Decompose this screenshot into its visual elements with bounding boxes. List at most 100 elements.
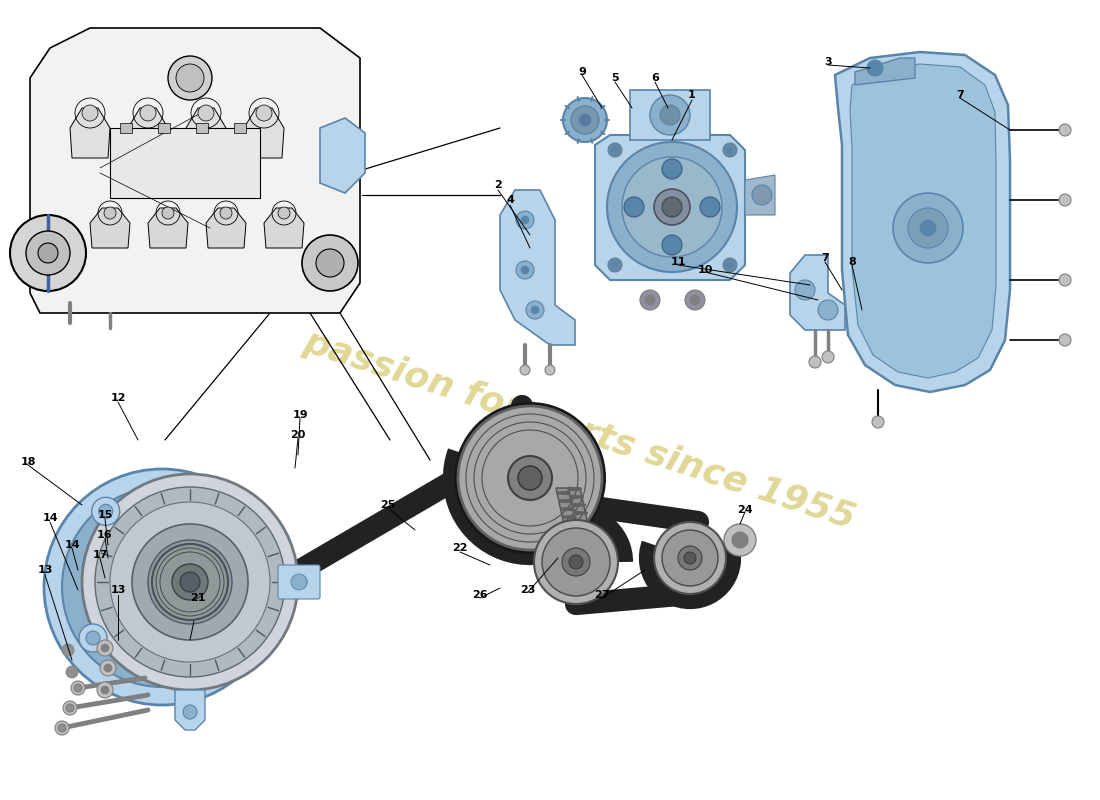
- Polygon shape: [244, 108, 284, 158]
- Text: passion for parts since 1955: passion for parts since 1955: [300, 325, 860, 535]
- Circle shape: [95, 487, 285, 677]
- Circle shape: [723, 258, 737, 272]
- Circle shape: [44, 469, 280, 705]
- Polygon shape: [630, 90, 710, 140]
- Circle shape: [256, 105, 272, 121]
- Circle shape: [110, 502, 270, 662]
- Text: 5: 5: [612, 73, 619, 83]
- Circle shape: [1059, 194, 1071, 206]
- Circle shape: [612, 147, 618, 153]
- Circle shape: [690, 295, 700, 305]
- Circle shape: [650, 95, 690, 135]
- Circle shape: [516, 261, 534, 279]
- Text: 7: 7: [956, 90, 964, 100]
- Circle shape: [795, 280, 815, 300]
- Circle shape: [74, 684, 82, 692]
- Text: 18: 18: [20, 457, 35, 467]
- Circle shape: [91, 498, 120, 526]
- Circle shape: [678, 546, 702, 570]
- Polygon shape: [790, 255, 845, 330]
- Circle shape: [1059, 334, 1071, 346]
- Circle shape: [662, 159, 682, 179]
- Circle shape: [1059, 124, 1071, 136]
- Polygon shape: [595, 135, 745, 280]
- Text: 14: 14: [42, 513, 58, 523]
- Text: 14: 14: [64, 540, 80, 550]
- Circle shape: [808, 356, 821, 368]
- Polygon shape: [264, 208, 304, 248]
- Text: 7: 7: [821, 253, 829, 263]
- Circle shape: [563, 98, 607, 142]
- Circle shape: [100, 660, 116, 676]
- Circle shape: [662, 235, 682, 255]
- Circle shape: [62, 487, 262, 687]
- Circle shape: [104, 664, 112, 672]
- Text: 25: 25: [381, 500, 396, 510]
- Text: 15: 15: [97, 510, 112, 520]
- Circle shape: [180, 572, 200, 592]
- Circle shape: [316, 249, 344, 277]
- Polygon shape: [500, 190, 575, 345]
- Circle shape: [132, 524, 248, 640]
- Circle shape: [920, 220, 936, 236]
- Circle shape: [86, 631, 100, 645]
- Circle shape: [662, 530, 718, 586]
- Text: 21: 21: [190, 593, 206, 603]
- Circle shape: [508, 456, 552, 500]
- Circle shape: [152, 544, 228, 620]
- Polygon shape: [206, 208, 246, 248]
- Polygon shape: [186, 108, 225, 158]
- FancyBboxPatch shape: [110, 128, 260, 198]
- Circle shape: [569, 555, 583, 569]
- Circle shape: [10, 215, 86, 291]
- Circle shape: [608, 258, 622, 272]
- Circle shape: [82, 105, 98, 121]
- Polygon shape: [70, 108, 110, 158]
- Circle shape: [220, 207, 232, 219]
- FancyBboxPatch shape: [234, 123, 246, 133]
- Text: 22: 22: [452, 543, 468, 553]
- Circle shape: [908, 208, 948, 248]
- Polygon shape: [30, 28, 360, 313]
- Circle shape: [685, 290, 705, 310]
- Circle shape: [752, 185, 772, 205]
- Text: 8: 8: [848, 257, 856, 267]
- Circle shape: [654, 522, 726, 594]
- Text: 26: 26: [472, 590, 487, 600]
- Circle shape: [198, 105, 214, 121]
- Polygon shape: [90, 208, 130, 248]
- Circle shape: [162, 554, 218, 610]
- Text: 24: 24: [737, 505, 752, 515]
- Polygon shape: [148, 208, 188, 248]
- Circle shape: [101, 644, 109, 652]
- Circle shape: [458, 406, 602, 550]
- Text: 16: 16: [97, 530, 113, 540]
- Circle shape: [62, 644, 74, 656]
- Polygon shape: [855, 58, 915, 85]
- Circle shape: [66, 666, 78, 678]
- Circle shape: [286, 568, 313, 596]
- Circle shape: [293, 575, 307, 589]
- Circle shape: [662, 197, 682, 217]
- Circle shape: [660, 105, 680, 125]
- Circle shape: [176, 64, 204, 92]
- Circle shape: [612, 262, 618, 268]
- Circle shape: [534, 520, 618, 604]
- Circle shape: [624, 197, 644, 217]
- Text: 9: 9: [579, 67, 586, 77]
- Text: 1: 1: [689, 90, 696, 100]
- Circle shape: [55, 721, 69, 735]
- Polygon shape: [850, 64, 996, 378]
- Circle shape: [72, 681, 85, 695]
- Text: 17: 17: [92, 550, 108, 560]
- Polygon shape: [128, 108, 168, 158]
- Circle shape: [654, 189, 690, 225]
- Circle shape: [724, 524, 756, 556]
- Circle shape: [867, 60, 883, 76]
- Circle shape: [140, 105, 156, 121]
- Circle shape: [79, 624, 107, 652]
- Polygon shape: [556, 488, 588, 525]
- Circle shape: [822, 351, 834, 363]
- Circle shape: [645, 295, 654, 305]
- Circle shape: [66, 704, 74, 712]
